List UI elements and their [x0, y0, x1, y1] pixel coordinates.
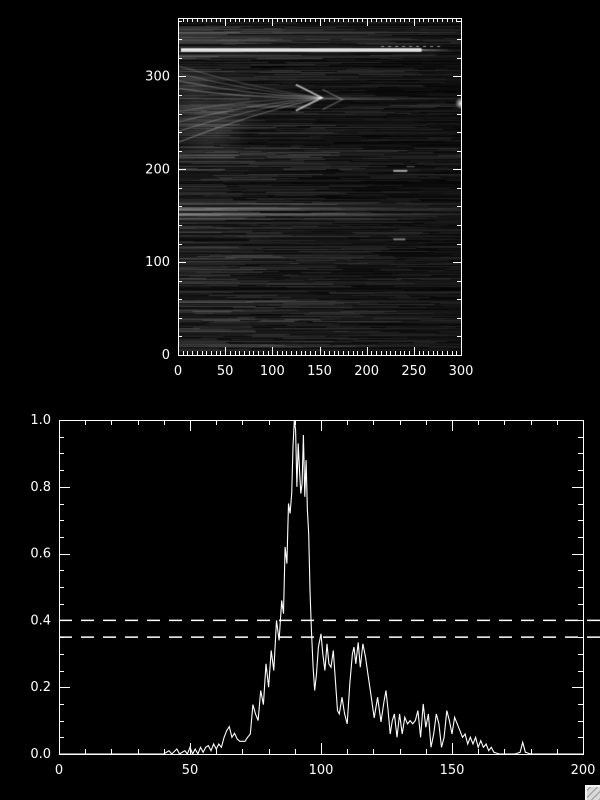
profile-plot-x-tick-label: 100 [309, 763, 334, 778]
profile-plot-ticks [59, 420, 584, 755]
resize-grip-icon[interactable] [585, 785, 600, 800]
profile-plot-frame [59, 420, 584, 755]
image-plot-x-tick-label: 50 [217, 364, 234, 379]
profile-plot-y-tick-label: 0.2 [30, 680, 51, 695]
image-plot-frame [178, 18, 462, 356]
profile-plot-tick-labels: 0 50 100 150 200 0.0 0.2 0.4 0.6 0.8 1.0 [30, 413, 595, 778]
spectrogram-image [179, 19, 461, 355]
image-plot-y-tick-label: 100 [145, 255, 170, 270]
profile-plot-x-tick-label: 200 [571, 763, 596, 778]
image-plot-x-tick-label: 100 [260, 364, 285, 379]
image-plot-x-tick-label: 250 [401, 364, 426, 379]
profile-plot-axes [59, 420, 584, 755]
image-plot-axes [178, 18, 462, 356]
image-plot-ticks [178, 18, 462, 356]
image-plot-x-tick-label: 150 [307, 364, 332, 379]
image-plot-x-tick-label: 200 [354, 364, 379, 379]
profile-plot-x-tick-label: 0 [55, 763, 63, 778]
profile-plot-x-tick-label: 50 [182, 763, 199, 778]
image-plot-y-tick-label: 300 [145, 69, 170, 84]
image-plot-y-tick-label: 0 [162, 348, 170, 363]
profile-curve [59, 419, 583, 756]
profile-plot-y-tick-label: 0.4 [30, 613, 51, 628]
profile-plot-y-tick-label: 0.0 [30, 747, 51, 762]
profile-plot-y-tick-label: 0.8 [30, 480, 51, 495]
profile-plot-x-tick-label: 150 [440, 763, 465, 778]
image-plot-x-tick-label: 300 [449, 364, 474, 379]
profile-plot-y-tick-label: 0.6 [30, 547, 51, 562]
profile-plot-y-tick-label: 1.0 [30, 413, 51, 428]
image-plot-tick-labels: 0 50 100 150 200 250 300 0 100 200 300 [145, 69, 473, 379]
image-plot-x-tick-label: 0 [174, 364, 182, 379]
image-plot-y-tick-label: 200 [145, 162, 170, 177]
